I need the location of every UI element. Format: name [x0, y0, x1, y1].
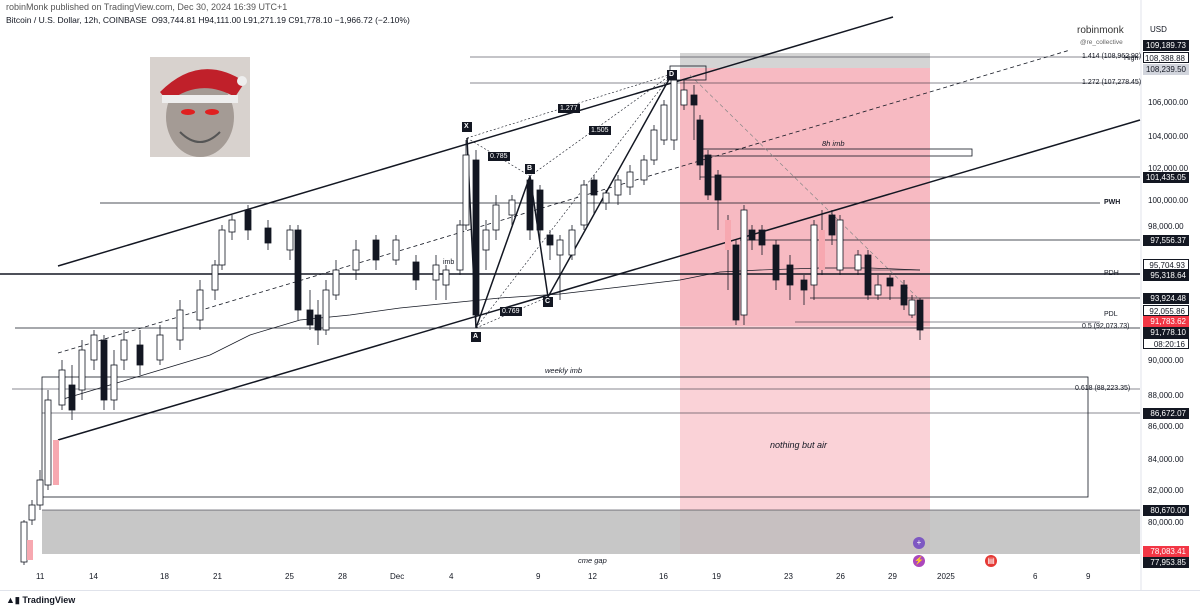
ratio-label: 0.785 — [490, 153, 508, 160]
axis-price: 88,000.00 — [1148, 391, 1184, 400]
santa-avatar-image — [150, 57, 250, 157]
add-event-icon[interactable]: + — [913, 537, 925, 549]
point-b-label: B — [527, 165, 533, 172]
price-tag: 101,435.05 — [1143, 172, 1189, 183]
date-label: 21 — [213, 572, 222, 581]
axis-price: 84,000.00 — [1148, 455, 1184, 464]
point-d-label: D — [669, 71, 675, 78]
price-tag: 95,704.93 — [1143, 259, 1189, 270]
axis-price: 90,000.00 — [1148, 356, 1184, 365]
price-tag: 77,953.85 — [1143, 557, 1189, 568]
price-tag: 86,672.07 — [1143, 408, 1189, 419]
fib-0618-label: 0.618 (88,223.35) — [1075, 385, 1131, 392]
date-label: 14 — [89, 572, 98, 581]
author-collective: @re_collective — [1080, 39, 1123, 46]
imb-label: imb — [443, 259, 455, 266]
lightning-event-icon[interactable]: ⚡ — [913, 555, 925, 567]
symbol-name[interactable]: Bitcoin / U.S. Dollar, 12h, COINBASE — [6, 15, 147, 25]
price-tag: 108,388.88 — [1143, 52, 1189, 63]
point-a-label: A — [473, 333, 479, 340]
axis-price: 98,000.00 — [1148, 222, 1184, 231]
price-tag: 91,778.10 — [1143, 327, 1189, 338]
weekly-imb-box — [41, 376, 1089, 498]
pwh-label: PWH — [1104, 199, 1121, 206]
date-label: 26 — [836, 572, 845, 581]
candles — [20, 72, 924, 565]
us-flag-event-icon[interactable]: ▤ — [985, 555, 997, 567]
ratio-label: 1.505 — [591, 127, 609, 134]
date-label: 23 — [784, 572, 793, 581]
date-label: Dec — [390, 572, 405, 581]
date-label: 12 — [588, 572, 597, 581]
open-value: O93,744.81 — [151, 15, 196, 25]
tradingview-logo[interactable]: ▲▮ TradingView — [6, 595, 76, 605]
cme-gap-zone — [42, 510, 1140, 554]
fib-1272-label: 1.272 (107,278.45) — [1082, 79, 1142, 86]
tv-logo-mark-icon: ▲▮ — [6, 595, 23, 605]
axis-price: 100,000.00 — [1148, 196, 1189, 205]
low-value: L91,271.19 — [243, 15, 286, 25]
axis-price: 102,000.00 — [1148, 164, 1189, 173]
date-label: 9 — [536, 572, 541, 581]
axis-price: 106,000.00 — [1148, 98, 1189, 107]
date-label: 6 — [1033, 572, 1038, 581]
imb-8h-label: 8h imb — [822, 139, 845, 148]
pdh-label: PDH — [1104, 270, 1119, 277]
nothing-but-air-label: nothing but air — [770, 440, 828, 450]
high-value: H94,111.00 — [198, 15, 242, 25]
fib-1414-label: 1.414 (108,962.92) — [1082, 53, 1142, 60]
weekly-imb-label: weekly imb — [545, 366, 583, 375]
close-value: C91,778.10 — [288, 15, 333, 25]
axis-price: 82,000.00 — [1148, 486, 1184, 495]
price-tag: 93,924.48 — [1143, 293, 1189, 304]
symbol-ohlc-line: Bitcoin / U.S. Dollar, 12h, COINBASE O93… — [6, 15, 410, 25]
date-label: 25 — [285, 572, 294, 581]
date-label: 19 — [712, 572, 721, 581]
date-label: 28 — [338, 572, 347, 581]
price-tag: 92,055.86 — [1143, 305, 1189, 316]
ratio-label: 0.769 — [502, 308, 520, 315]
fib-05-label: 0.5 (92,073.73) — [1082, 323, 1130, 330]
stop-zone — [680, 53, 930, 68]
date-label: 29 — [888, 572, 897, 581]
high-label: High — [1124, 55, 1139, 62]
date-label: 16 — [659, 572, 668, 581]
axis-price: 104,000.00 — [1148, 132, 1189, 141]
footer-bar: ▲▮ TradingView — [0, 590, 1200, 610]
countdown-tag: 08:20:16 — [1143, 338, 1189, 349]
point-x-label: X — [464, 123, 469, 130]
date-label: 2025 — [937, 572, 955, 581]
pdl-label: PDL — [1104, 311, 1118, 318]
point-c-label: C — [545, 298, 551, 305]
date-label: 9 — [1086, 572, 1091, 581]
date-label: 4 — [449, 572, 454, 581]
date-label: 18 — [160, 572, 169, 581]
price-tag: 97,556.37 — [1143, 235, 1189, 246]
price-tag: 91,783.62 — [1143, 316, 1189, 327]
price-tag: 78,083.41 — [1143, 546, 1189, 557]
axis-price: 80,000.00 — [1148, 518, 1184, 527]
cme-gap-label: cme gap — [578, 556, 607, 565]
currency-label[interactable]: USD — [1150, 25, 1167, 34]
date-label: 11 — [36, 572, 45, 581]
price-tag: 109,189.73 — [1143, 40, 1189, 51]
publisher-bar: robinMonk published on TradingView.com, … — [6, 2, 288, 12]
axis-price: 86,000.00 — [1148, 422, 1184, 431]
ratio-label: 1.277 — [560, 105, 578, 112]
price-tag: 108,239.50 — [1143, 64, 1189, 75]
change-value: −1,966.72 (−2.10%) — [334, 15, 410, 25]
price-tag: 80,670.00 — [1143, 505, 1189, 516]
author-brand: robinmonk — [1077, 25, 1124, 36]
price-tag: 95,318.64 — [1143, 270, 1189, 281]
